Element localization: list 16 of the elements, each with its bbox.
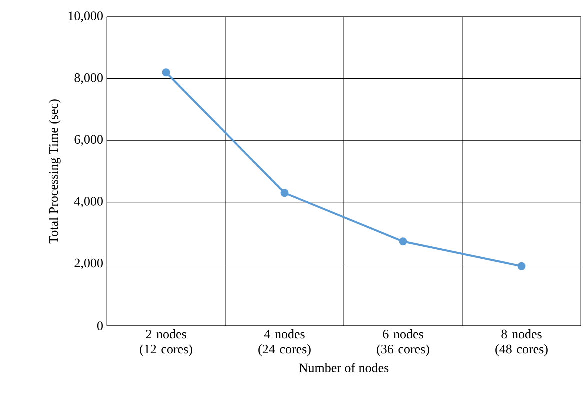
point	[280, 189, 289, 198]
y-tick-label: 0	[97, 322, 103, 330]
x-axis-title: Number of nodes	[299, 363, 389, 372]
x-tick-label: 4 nodes (24 cores)	[258, 330, 311, 356]
point	[518, 262, 526, 270]
x-tick-label: 8 nodes (48 cores)	[496, 330, 548, 356]
point	[399, 238, 408, 246]
point	[162, 68, 170, 77]
x-tick-label: 6 nodes (36 cores)	[377, 330, 430, 356]
x-tick-label: 2 nodes (12 cores)	[140, 330, 192, 356]
y-tick-label: 4,000	[74, 197, 103, 208]
y-tick-label: 8,000	[74, 73, 103, 84]
y-tick-label: 6,000	[74, 135, 103, 146]
y-tick-label: 2,000	[74, 258, 103, 270]
y-tick-label: 10,000	[68, 12, 103, 22]
y-axis-title: Total Processing Time (sec)	[49, 100, 61, 244]
